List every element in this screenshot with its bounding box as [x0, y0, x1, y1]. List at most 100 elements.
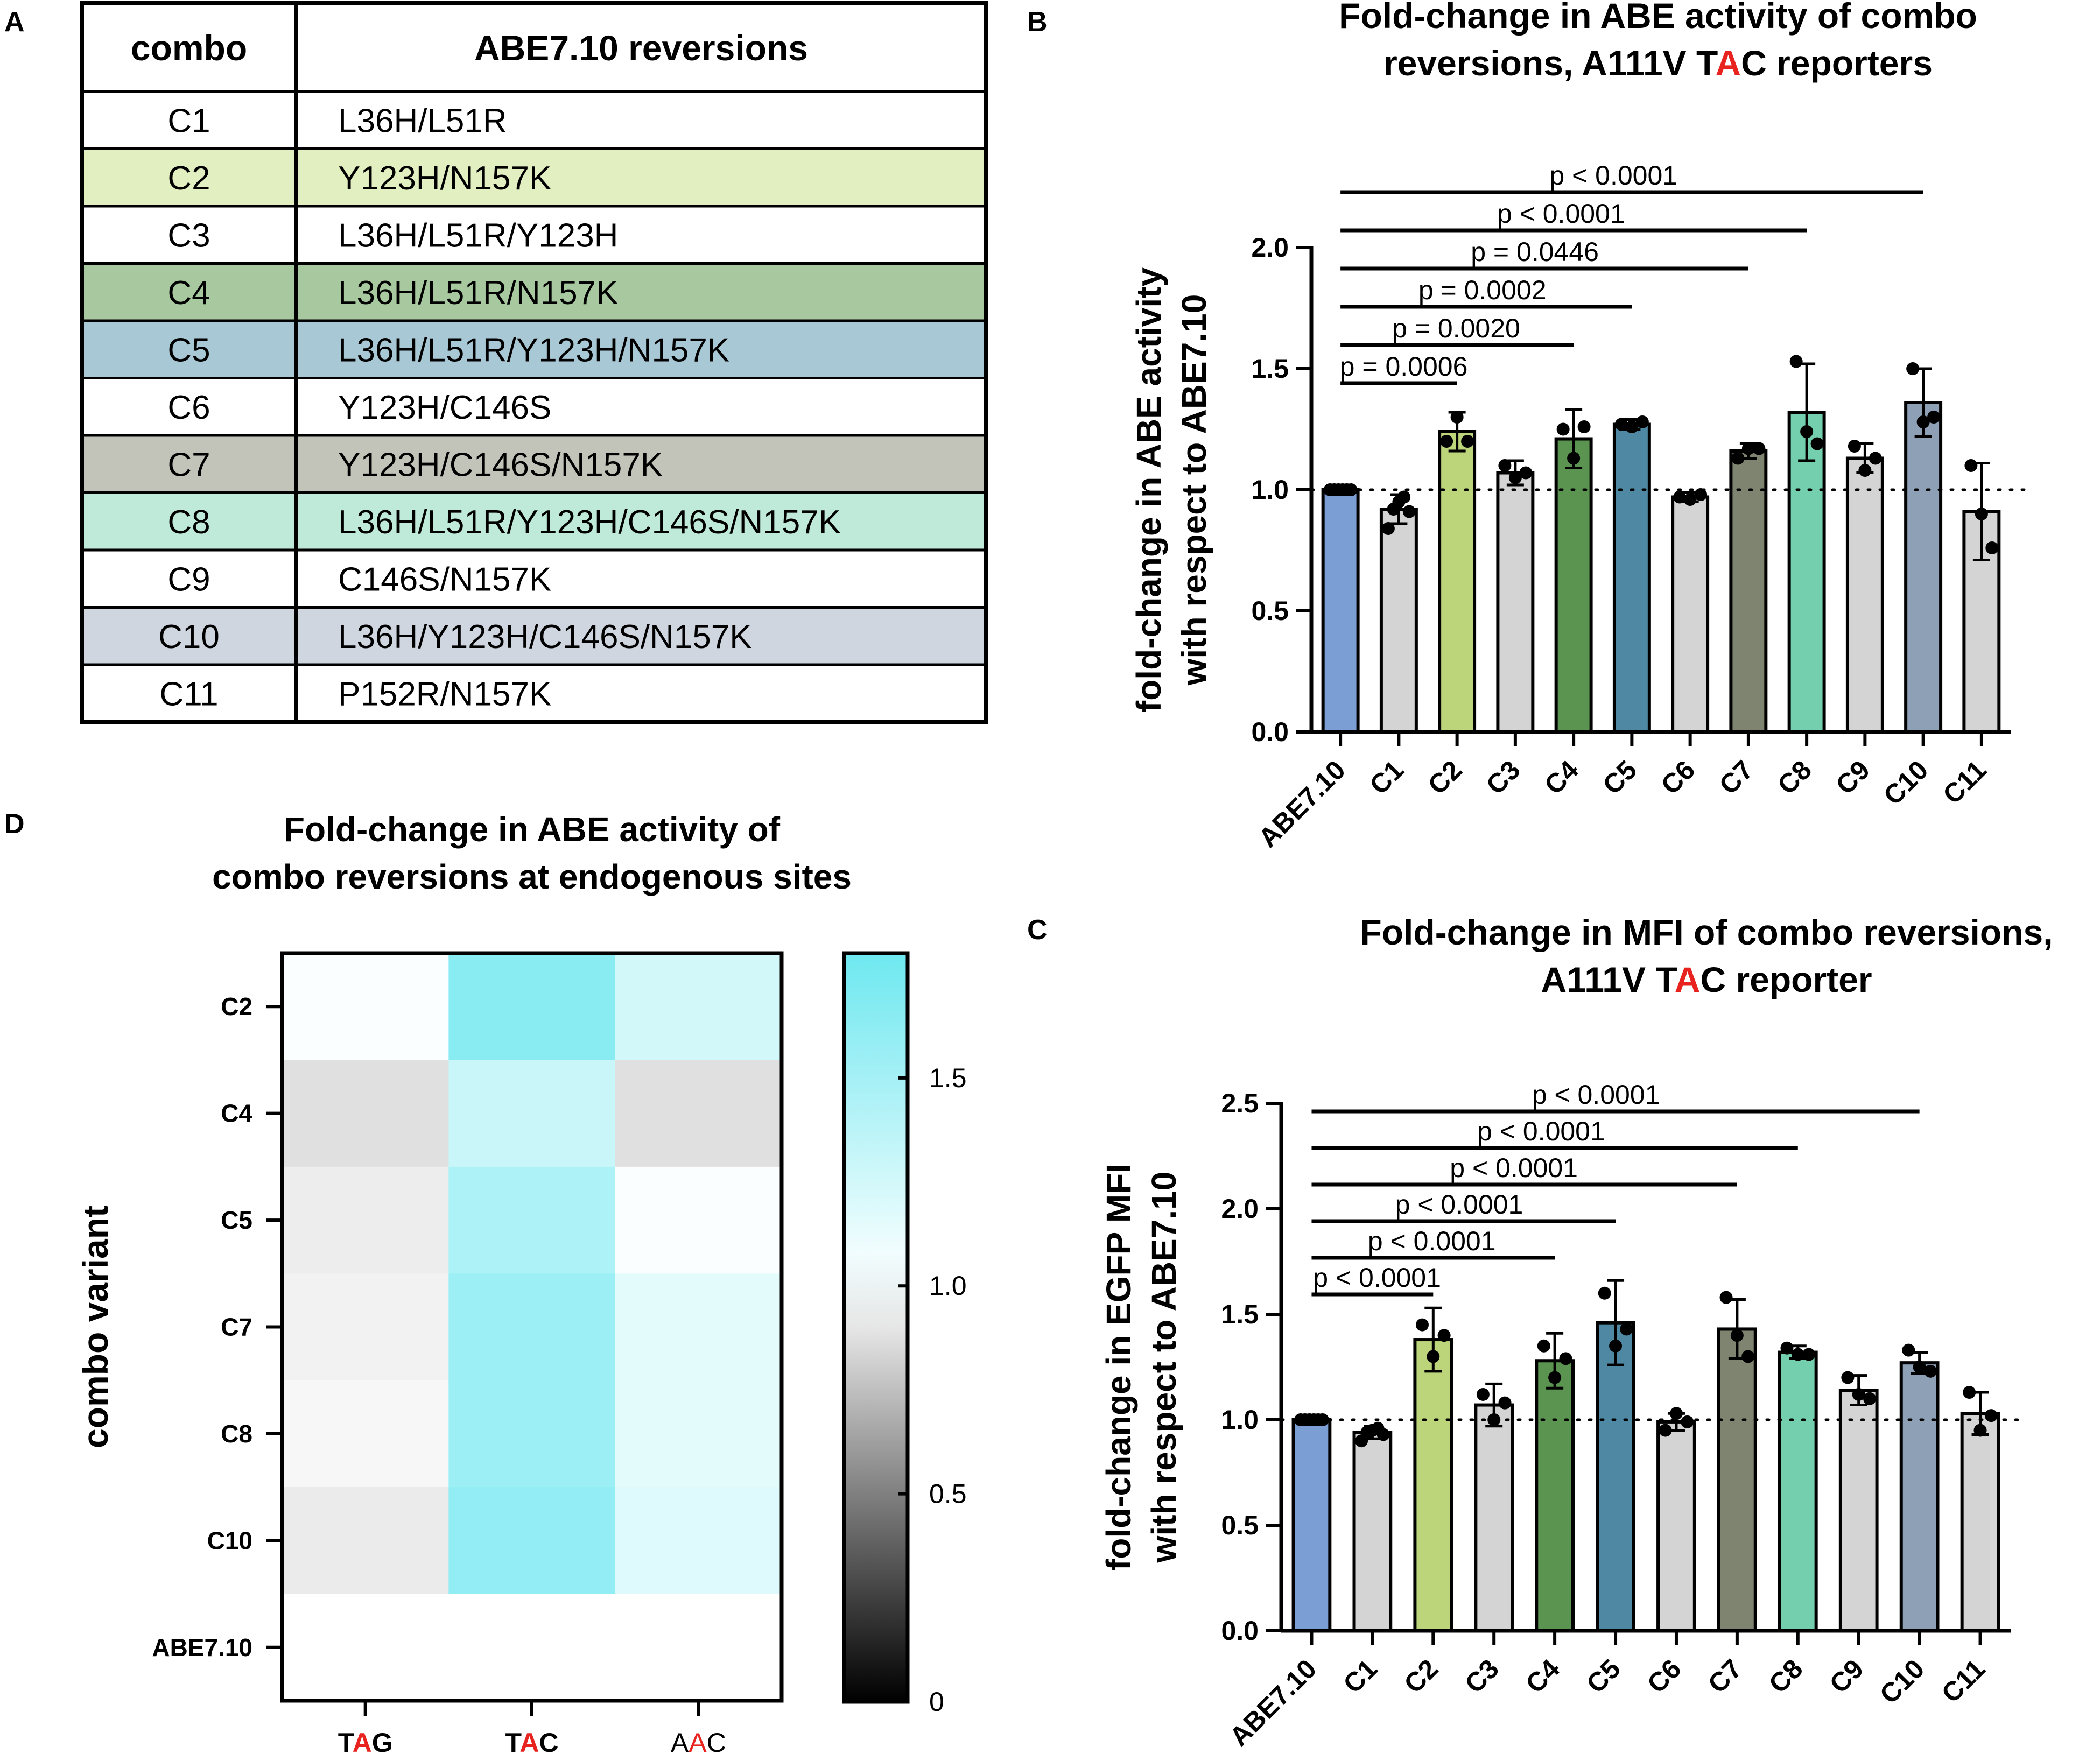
- x-tick-label: C4: [1539, 755, 1584, 800]
- chart-title-line: Fold-change in ABE activity of combo: [1339, 0, 1977, 36]
- heatmap-row-label: ABE7.10: [152, 1633, 252, 1661]
- heatmap-cell: [282, 953, 449, 1060]
- data-point: [1598, 1286, 1611, 1300]
- bar: [1778, 1350, 1818, 1633]
- table-cell-combo: C3: [167, 217, 210, 254]
- data-point: [1752, 442, 1766, 455]
- data-point: [1625, 420, 1639, 433]
- p-value-label: p < 0.0001: [1368, 1226, 1496, 1256]
- heatmap-title-line: Fold-change in ABE activity of: [284, 810, 781, 849]
- bar: [1321, 488, 1360, 734]
- table-cell-combo: C8: [167, 504, 210, 541]
- data-point: [1791, 1348, 1804, 1361]
- data-point: [1437, 1329, 1451, 1342]
- x-tick-label: C11: [1936, 1653, 1991, 1709]
- data-point: [1577, 420, 1591, 433]
- bar: [1535, 1359, 1575, 1632]
- p-value-label: p = 0.0020: [1392, 313, 1520, 343]
- bar: [1596, 1321, 1635, 1632]
- heatmap-cell: [282, 1060, 449, 1167]
- data-point: [1730, 1329, 1744, 1342]
- data-point: [1440, 435, 1453, 448]
- table-cell-reversions: Y123H/C146S: [338, 389, 551, 426]
- chart-b-abe-activity: Fold-change in ABE activity of combo reve…: [1129, 0, 2028, 853]
- data-point: [1913, 1361, 1926, 1373]
- x-tick-label: C9: [1824, 1653, 1870, 1699]
- y-axis-label-line: with respect to ABE7.10: [1175, 294, 1213, 686]
- table-cell-combo: C10: [158, 618, 220, 656]
- data-point: [1810, 437, 1824, 450]
- y-tick-label: 2.0: [1221, 1194, 1259, 1224]
- bar: [1838, 1389, 1879, 1633]
- heatmap-column-label-seg-1: A: [689, 1728, 707, 1758]
- data-point: [1376, 1428, 1390, 1441]
- table-cell-combo: C9: [167, 561, 210, 598]
- bar: [1612, 422, 1651, 734]
- heatmap-column-label: AAC: [671, 1728, 726, 1758]
- data-point: [1620, 1322, 1633, 1336]
- y-axis-label-line: fold-change in EGFP MFI: [1099, 1164, 1138, 1570]
- data-point: [1498, 1396, 1512, 1410]
- bar: [1960, 1412, 2000, 1632]
- heatmap-cell: [615, 1060, 782, 1167]
- table-cell-reversions: L36H/L51R: [338, 102, 507, 139]
- x-tick-label: C5: [1597, 755, 1642, 800]
- table-header-reversions: ABE7.10 reversions: [474, 28, 808, 68]
- table-row-bg: [82, 550, 986, 608]
- chart-title-line: A111V TAC reporter: [1541, 960, 1872, 999]
- data-point: [1869, 452, 1882, 465]
- data-point: [1669, 1407, 1683, 1420]
- heatmap-title-line-seg-0: combo reversions at endogenous sites: [212, 857, 852, 896]
- heatmap-cell: [282, 1166, 449, 1274]
- table-row-bg: [82, 321, 986, 378]
- heatmap-column-label-seg-1: A: [353, 1728, 372, 1758]
- table-cell-reversions: L36H/L51R/N157K: [338, 274, 618, 312]
- data-point: [1902, 1343, 1915, 1357]
- data-point: [1780, 1341, 1794, 1355]
- data-point: [1964, 459, 1978, 472]
- data-point: [1476, 1387, 1490, 1401]
- data-point: [1673, 490, 1687, 504]
- data-point: [1397, 490, 1411, 504]
- heatmap-cell: [615, 1487, 782, 1595]
- p-value-label: p < 0.0001: [1395, 1189, 1523, 1220]
- table-row-bg: [82, 206, 986, 264]
- table-cell-reversions: Y123H/C146S/N157K: [338, 446, 663, 483]
- p-value-label: p = 0.0006: [1340, 351, 1468, 382]
- x-tick-label: C6: [1641, 1653, 1687, 1699]
- data-point: [1498, 459, 1512, 472]
- heatmap-cell: [615, 1380, 782, 1488]
- heatmap-row-label: C10: [207, 1526, 252, 1554]
- table-row-bg: [82, 91, 986, 149]
- data-point: [1402, 505, 1416, 518]
- data-point: [1731, 452, 1745, 465]
- p-value-label: p < 0.0001: [1450, 1153, 1578, 1183]
- x-tick-label: C10: [1874, 1653, 1930, 1709]
- table-header-combo: combo: [131, 28, 247, 68]
- panel-label-c: C: [1027, 914, 1048, 946]
- data-point: [1923, 1364, 1937, 1378]
- chart-c-egfp-mfi: Fold-change in MFI of combo reversions, A…: [1099, 912, 2053, 1752]
- y-tick-label: 1.5: [1221, 1299, 1259, 1329]
- heatmap-d-endogenous: Fold-change in ABE activity of combo reve…: [75, 810, 967, 1758]
- heatmap-row-label: C8: [221, 1420, 252, 1448]
- data-point: [1519, 466, 1533, 480]
- table-row-bg: [82, 665, 986, 722]
- x-tick-label: C1: [1364, 755, 1409, 800]
- y-tick-label: 1.0: [1221, 1405, 1259, 1435]
- heatmap-title-line: combo reversions at endogenous sites: [212, 857, 852, 896]
- data-point: [1694, 488, 1708, 501]
- p-value-label: p < 0.0001: [1532, 1080, 1660, 1110]
- table-cell-reversions: L36H/L51R/Y123H/N157K: [338, 332, 729, 369]
- x-tick-label: C4: [1520, 1653, 1565, 1699]
- bar: [1717, 1327, 1757, 1632]
- data-point: [1559, 1352, 1572, 1365]
- p-value-label: p < 0.0001: [1313, 1263, 1441, 1293]
- data-point: [1719, 1291, 1733, 1304]
- data-point: [1316, 1413, 1329, 1426]
- table-row-bg: [82, 378, 986, 435]
- bar: [1379, 508, 1418, 734]
- table-cell-reversions: Y123H/N157K: [338, 160, 551, 197]
- y-tick-label: 0.0: [1221, 1616, 1259, 1646]
- y-tick-label: 0.0: [1251, 717, 1289, 747]
